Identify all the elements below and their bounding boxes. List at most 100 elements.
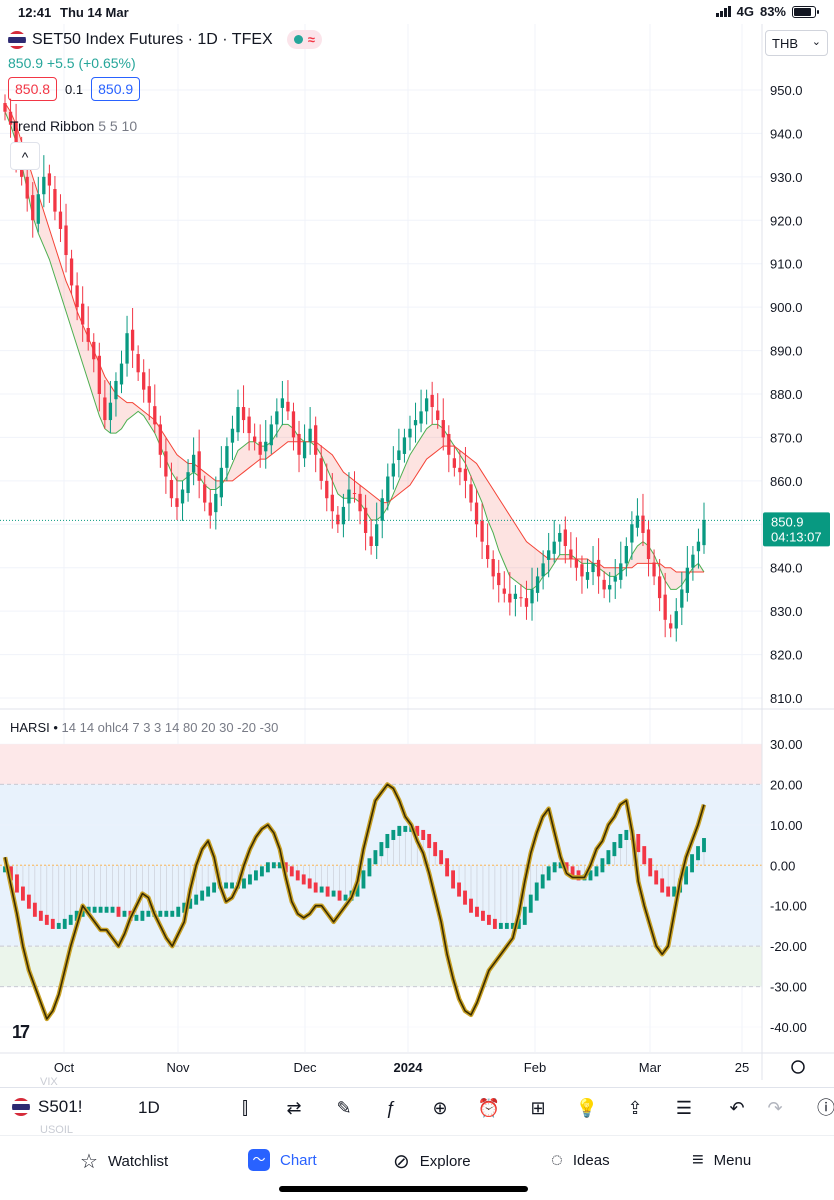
candle-body	[480, 520, 484, 542]
candle-body	[241, 407, 246, 421]
harsi-tick-label: 10.00	[770, 818, 803, 833]
harsi-bar	[498, 922, 503, 929]
redo-icon[interactable]: ↷	[767, 1098, 783, 1118]
thailand-flag-icon	[12, 1098, 30, 1116]
chart-canvas[interactable]: 950.0 940.0 930.0 920.0 910.0 900.0 890.0 880.0…	[0, 0, 834, 1087]
symbol-search-button[interactable]: S501!	[12, 1097, 82, 1117]
harsi-bar	[558, 862, 563, 869]
harsi-legend[interactable]: HARSI • 14 14 ohlc4 7 3 3 14 80 20 30 -2…	[10, 720, 278, 735]
indicators-icon[interactable]: ƒ	[385, 1098, 396, 1118]
harsi-bar	[26, 894, 31, 909]
harsi-bar	[122, 910, 127, 917]
harsi-tick-label: -30.00	[770, 980, 807, 995]
layout-icon[interactable]: ⊞	[530, 1098, 546, 1118]
candle-body	[363, 507, 368, 533]
trend-ribbon-legend[interactable]: Trend Ribbon 5 5 10	[10, 118, 137, 134]
time-axis-label: Nov	[166, 1060, 190, 1075]
candle-body	[47, 173, 52, 186]
candle-body	[286, 401, 290, 412]
signal-icon	[715, 6, 731, 17]
harsi-bar	[248, 874, 252, 885]
draw-icon[interactable]: ✎	[336, 1098, 352, 1118]
bar-countdown-label: 04:13:07	[771, 529, 822, 544]
symbol-title[interactable]: SET50 Index Futures · 1D · TFEX	[32, 30, 273, 48]
status-date: Thu 14 Mar	[60, 5, 129, 20]
harsi-bar	[230, 882, 234, 889]
candle-body	[497, 572, 501, 586]
ask-button[interactable]: 850.9	[91, 77, 141, 101]
info-icon[interactable]: ⓘ	[817, 1098, 834, 1118]
undo-icon[interactable]: ↶	[729, 1098, 745, 1118]
harsi-bar	[672, 886, 677, 897]
ideas-bulb-icon[interactable]: 💡	[575, 1098, 599, 1118]
nav-watchlist[interactable]: ☆ Watchlist	[80, 1149, 168, 1174]
compare-icon[interactable]: ⇄	[286, 1098, 302, 1118]
candle-body	[142, 372, 146, 390]
harsi-bar	[457, 882, 461, 897]
harsi-bar	[361, 870, 366, 889]
candle-body	[641, 515, 645, 533]
collapse-legend-button[interactable]: ^	[10, 142, 40, 170]
harsi-bar	[660, 878, 665, 893]
candle-body	[314, 425, 318, 455]
candle-body	[436, 410, 440, 421]
candle-body	[508, 593, 512, 603]
nav-chart-label: Chart	[280, 1151, 317, 1169]
battery-fill	[794, 7, 811, 16]
chart-settings-icon[interactable]	[791, 1060, 805, 1074]
candle-body	[219, 467, 224, 498]
harsi-tick-label: 0.00	[770, 858, 795, 873]
candle-body	[280, 398, 285, 408]
harsi-bar	[307, 878, 312, 889]
candle-body	[252, 436, 257, 442]
trend-ribbon-fill	[5, 103, 704, 590]
harsi-bar	[492, 918, 497, 929]
tradingview-logo[interactable]: 17	[12, 1022, 30, 1042]
candle-body	[469, 484, 473, 503]
candle-body	[31, 195, 35, 221]
nav-menu[interactable]: ≡ Menu	[692, 1149, 751, 1172]
candle-body	[513, 593, 518, 599]
battery-icon	[792, 5, 819, 18]
nav-explore[interactable]: ⊘ Explore	[393, 1149, 471, 1174]
price-tick-label: 840.0	[770, 561, 803, 576]
alert-icon[interactable]: ⏰	[477, 1098, 501, 1118]
candle-body	[97, 355, 101, 394]
harsi-bar	[427, 833, 432, 849]
harsi-bar	[134, 914, 139, 921]
add-icon[interactable]: ⊕	[432, 1098, 448, 1118]
bid-button[interactable]: 850.8	[8, 77, 58, 101]
candle-body	[452, 458, 457, 468]
candle-body	[191, 454, 196, 473]
candle-body	[680, 589, 684, 608]
chevron-down-icon: ⌄	[811, 36, 821, 48]
price-tick-label: 830.0	[770, 604, 803, 619]
harsi-bar	[176, 906, 181, 917]
harsi-bar	[475, 906, 479, 917]
symbol-row[interactable]: SET50 Index Futures · 1D · TFEX ≈	[8, 30, 322, 49]
object-tree-icon[interactable]: ☰	[675, 1098, 693, 1118]
candle-body	[164, 451, 168, 477]
interval-button[interactable]: 1D	[138, 1098, 160, 1117]
nav-ideas[interactable]: ◌ Ideas	[551, 1149, 610, 1172]
candle-body	[441, 420, 445, 438]
nav-ideas-label: Ideas	[572, 1152, 610, 1169]
harsi-bar	[259, 866, 264, 877]
candle-body	[125, 333, 129, 364]
nav-chart[interactable]: 〜 Chart	[248, 1149, 317, 1171]
harsi-bar	[642, 846, 647, 865]
share-icon[interactable]: ⇪	[627, 1098, 643, 1118]
harsi-bar	[624, 829, 629, 840]
trend-ribbon-name: Trend Ribbon	[10, 118, 95, 134]
candle-body	[408, 428, 412, 438]
candle-body	[474, 502, 479, 525]
candle-body	[230, 428, 235, 443]
candle-body	[613, 576, 617, 582]
harsi-bar	[32, 902, 37, 917]
market-status-pill[interactable]: ≈	[286, 30, 322, 49]
currency-selector[interactable]: THB ⌄	[765, 30, 828, 56]
harsi-bar	[343, 894, 348, 901]
harsi-bar	[534, 882, 539, 901]
harsi-bar	[636, 833, 641, 853]
candle-type-icon[interactable]: ⫿	[242, 1098, 248, 1118]
